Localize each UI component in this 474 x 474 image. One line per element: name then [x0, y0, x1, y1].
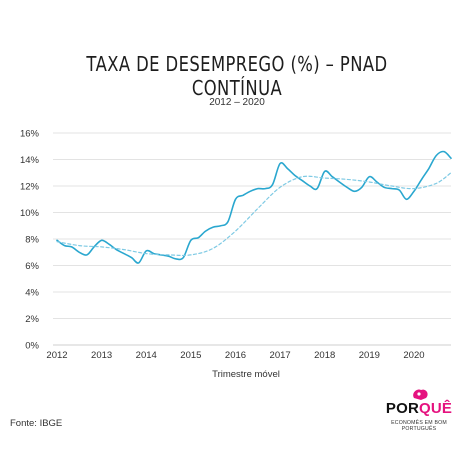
series-group [56, 150, 452, 264]
trend-line [56, 172, 452, 257]
x-tick-label: 2014 [136, 350, 157, 361]
chart-title: TAXA DE DESEMPREGO (%) – PNAD CONTÍNUA [86, 52, 388, 100]
porque-logo: PORQUÊ ECONOMÊS EM BOM PORTUGUÊS [381, 389, 457, 434]
x-axis-label: Trimestre móvel [212, 369, 280, 380]
x-tick-label: 2017 [270, 350, 291, 361]
logo-text-right: QUÊ [419, 400, 453, 417]
logo-text-left: POR [385, 400, 419, 417]
y-tick-label: 12% [20, 182, 40, 193]
y-tick-label: 14% [20, 155, 40, 166]
y-tick-label: 4% [25, 288, 39, 299]
x-tick-label: 2020 [403, 350, 424, 361]
chart-subtitle: 2012 – 2020 [209, 97, 265, 108]
gridlines [53, 132, 451, 346]
x-axis-ticks: 2012 2013 2014 2015 2016 2017 2018 2019 2020 [46, 350, 424, 361]
y-axis-ticks: 0% 2% 4% 6% 8% 10% 12% 14% 16% [20, 129, 40, 352]
source-note: Fonte: IBGE [10, 418, 63, 429]
y-tick-label: 2% [25, 314, 39, 325]
y-tick-label: 10% [20, 208, 40, 219]
y-tick-label: 8% [25, 235, 39, 246]
x-tick-label: 2018 [314, 350, 335, 361]
x-tick-label: 2012 [46, 350, 67, 361]
y-tick-label: 0% [25, 341, 39, 352]
y-tick-label: 6% [25, 261, 39, 272]
x-tick-label: 2019 [359, 350, 380, 361]
logo-mark-icon [413, 389, 428, 400]
x-tick-label: 2013 [91, 350, 112, 361]
logo-tagline: ECONOMÊS EM BOM PORTUGUÊS [391, 420, 447, 432]
x-tick-label: 2016 [225, 350, 246, 361]
logo-wordmark: PORQUÊ [381, 400, 457, 417]
series-line [56, 150, 452, 264]
x-tick-label: 2015 [180, 350, 201, 361]
y-tick-label: 16% [20, 129, 40, 140]
